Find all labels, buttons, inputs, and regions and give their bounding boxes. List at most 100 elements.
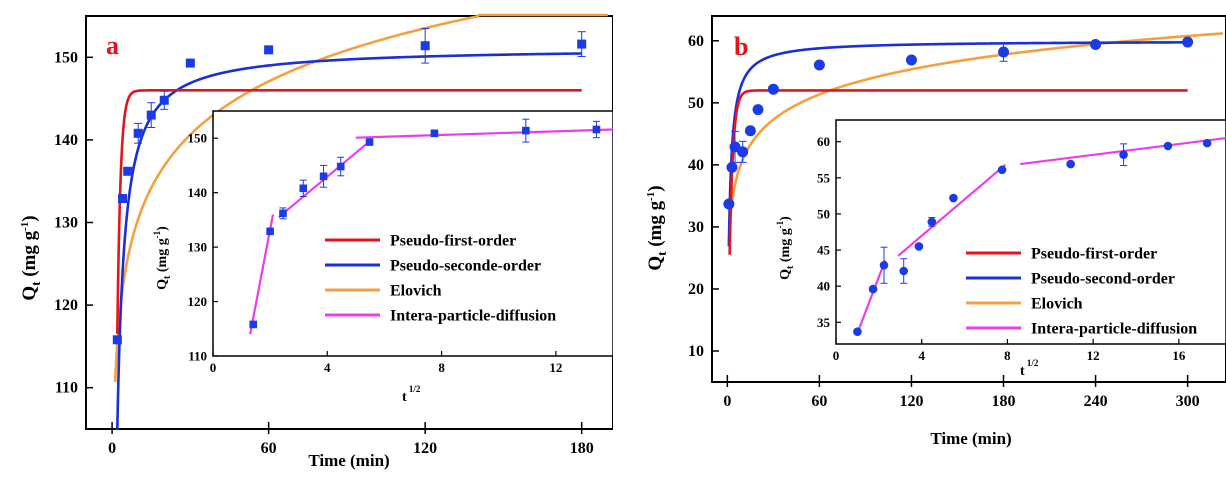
inset-data-point xyxy=(430,129,439,138)
svg-text:Qt (mg g-1): Qt (mg g-1) xyxy=(19,215,43,300)
data-point xyxy=(744,125,756,137)
x-tick-label: 300 xyxy=(1176,393,1200,410)
inset-data-point xyxy=(879,260,889,270)
legend-b: Pseudo-first-order Pseudo-second-order Elo… xyxy=(966,246,1197,338)
inset-y-tick-label: 50 xyxy=(817,206,830,221)
inset-x-tick-label: 0 xyxy=(833,348,840,363)
inset-data-point xyxy=(319,172,328,181)
inset-y-tick-label: 55 xyxy=(817,170,831,185)
inset-y-tick-label: 120 xyxy=(188,294,208,309)
elovich-curve xyxy=(113,13,608,382)
x-axis-label-a: Time (min) xyxy=(308,451,389,470)
y-tick-label: 110 xyxy=(55,380,78,397)
data-point xyxy=(723,198,735,210)
data-point xyxy=(159,95,169,105)
legend-label: Pseudo-seconde-order xyxy=(390,258,541,275)
inset-x-tick-label: 16 xyxy=(1172,348,1186,363)
legend-label: Intera-particle-diffusion xyxy=(1031,321,1197,338)
y-axis-label-b: Qt (mg g-1) xyxy=(645,185,669,270)
inset-data-point xyxy=(266,227,274,236)
inset-frame-b xyxy=(835,119,1226,345)
svg-text:t 1/2: t 1/2 xyxy=(402,384,421,405)
data-point xyxy=(726,161,738,173)
data-point xyxy=(420,41,430,51)
pseudo-first-order-curve xyxy=(116,89,582,334)
inset-y-tick-label: 150 xyxy=(188,131,208,146)
inset-data-point xyxy=(949,193,958,203)
x-tick-label: 120 xyxy=(899,393,923,410)
svg-text:Qt (mg g-1): Qt (mg g-1) xyxy=(152,226,173,290)
intraparticle-diffusion-segment xyxy=(355,128,613,139)
x-tick-label: 120 xyxy=(413,440,437,457)
y-tick-label: 30 xyxy=(688,219,704,236)
pseudo-second-order-curve xyxy=(727,41,1188,247)
inset-y-tick-label: 45 xyxy=(817,243,831,258)
data-point xyxy=(1182,36,1194,48)
plot-frame-b xyxy=(711,15,1226,383)
inset-data-point xyxy=(868,284,878,294)
svg-text:Qt (mg g-1): Qt (mg g-1) xyxy=(775,216,796,280)
inset-data-point xyxy=(927,217,937,227)
inset-y-tick-label: 140 xyxy=(188,185,208,200)
inset-data-point xyxy=(336,162,345,171)
x-tick-label: 180 xyxy=(992,393,1016,410)
inset-x-tick-label: 0 xyxy=(210,360,217,375)
inset-a: 110 120 130 140 150 0 4 8 12 xyxy=(188,118,613,375)
inset-y-axis-label-b: Qt (mg g-1) xyxy=(775,216,796,280)
inset-data-point xyxy=(1119,150,1128,159)
fit-curves-a xyxy=(113,13,608,431)
y-ticks-b: 10 20 30 40 50 60 xyxy=(688,33,719,360)
inset-y-axis-label-a: Qt (mg g-1) xyxy=(152,226,173,290)
data-point xyxy=(577,39,587,49)
y-tick-label: 50 xyxy=(688,95,704,112)
inset-b: 35 40 45 50 55 60 0 4 8 12 16 xyxy=(817,134,1226,363)
legend-label: Elovich xyxy=(1031,296,1083,313)
x-ticks-b: 0 60 120 180 240 300 xyxy=(723,375,1200,410)
data-point xyxy=(813,59,825,71)
inset-data-point xyxy=(997,165,1007,175)
data-point xyxy=(905,54,917,66)
inset-y-tick-label: 40 xyxy=(817,279,830,294)
y-tick-label: 20 xyxy=(688,281,704,298)
pseudo-second-order-curve xyxy=(116,52,582,431)
y-axis-label-a: Qt (mg g-1) xyxy=(19,215,43,300)
inset-x-tick-label: 12 xyxy=(549,360,562,375)
inset-x-axis-label-a: t 1/2 xyxy=(402,384,421,405)
data-point xyxy=(737,146,749,158)
inset-data-point xyxy=(522,126,530,135)
y-tick-label: 10 xyxy=(688,343,704,360)
inset-y-tick-label: 60 xyxy=(817,134,830,149)
y-tick-label: 130 xyxy=(54,215,78,232)
y-tick-label: 140 xyxy=(54,132,78,149)
x-axis-label-b: Time (min) xyxy=(930,429,1011,448)
data-point xyxy=(146,110,156,120)
data-point xyxy=(767,83,779,95)
y-tick-label: 40 xyxy=(688,157,704,174)
intraparticle-diffusion-segment xyxy=(856,259,887,334)
legend-label: Pseudo-first-order xyxy=(390,233,516,250)
x-tick-label: 0 xyxy=(723,393,731,410)
y-ticks-a: 110 120 130 140 150 xyxy=(54,49,93,397)
legend-label: Intera-particle-diffusion xyxy=(390,308,556,325)
inset-y-tick-label: 130 xyxy=(188,240,208,255)
panel-label-b: b xyxy=(734,32,748,61)
legend-label: Pseudo-first-order xyxy=(1031,246,1157,263)
inset-y-tick-label: 110 xyxy=(188,349,207,364)
data-points-a xyxy=(112,27,587,345)
inset-data-point xyxy=(853,327,862,337)
data-point xyxy=(185,58,195,68)
data-point xyxy=(112,335,122,345)
data-point xyxy=(123,166,133,176)
legend-label: Elovich xyxy=(390,283,442,300)
data-point xyxy=(1090,39,1102,51)
inset-data-point xyxy=(299,184,308,193)
data-point xyxy=(118,194,128,204)
inset-data-point xyxy=(1066,159,1075,169)
x-ticks-a: 0 60 120 180 xyxy=(108,422,594,457)
inset-x-tick-label: 4 xyxy=(324,360,331,375)
inset-data-point xyxy=(914,242,924,251)
data-points-b xyxy=(723,36,1194,210)
x-tick-label: 0 xyxy=(108,440,116,457)
